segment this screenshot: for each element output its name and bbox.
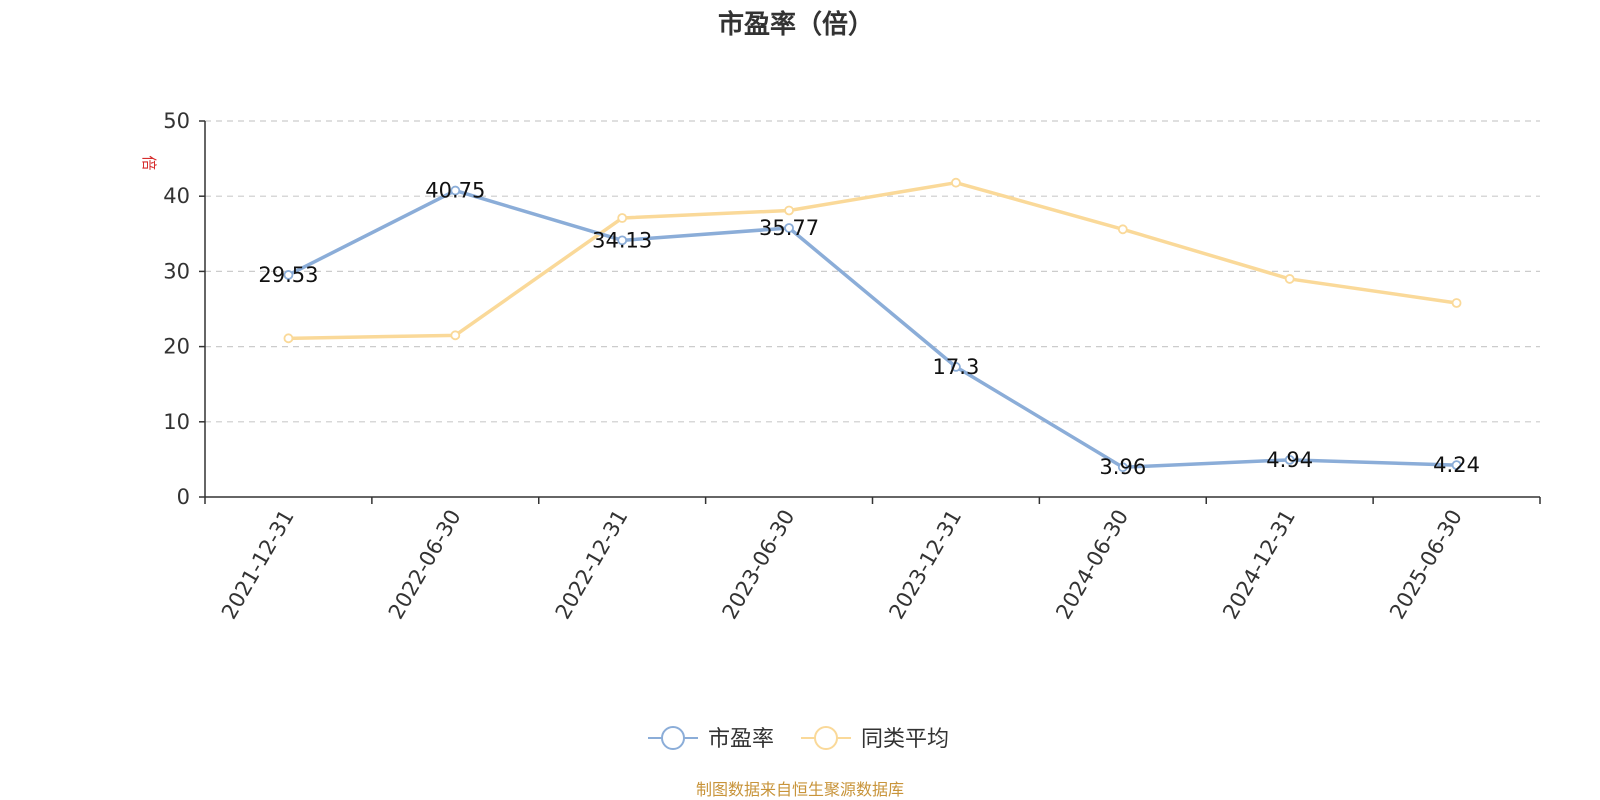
data-label-0: 29.53 — [258, 263, 318, 287]
y-tick-label-20: 20 — [163, 335, 190, 359]
legend-item-1[interactable]: 市盈率 — [648, 726, 774, 752]
legend-swatch-marker-2 — [814, 726, 838, 750]
legend-item-2[interactable]: 同类平均 — [801, 726, 949, 752]
series-2-point-0 — [283, 333, 294, 344]
series-line-1 — [286, 188, 1459, 469]
y-tick-label-10: 10 — [163, 410, 190, 434]
series-2-point-2 — [617, 213, 628, 223]
data-label-3: 35.77 — [759, 216, 819, 240]
axes — [204, 121, 1540, 498]
legend[interactable]: 市盈率 同类平均 — [648, 726, 949, 752]
data-label-4: 17.3 — [933, 355, 980, 379]
series-2-point-3 — [784, 205, 794, 216]
series-1-point-5 — [1117, 462, 1128, 473]
x-tick-label-2021-12-31: 2021-12-31 — [217, 506, 299, 624]
y-axis-label: 倍 — [140, 155, 158, 170]
legend-label-2: 同类平均 — [861, 727, 949, 752]
x-tick-label-2023-12-31: 2023-12-31 — [884, 506, 966, 624]
grid-lines — [205, 120, 1540, 423]
x-tick-label-2024-06-30: 2024-06-30 — [1051, 506, 1133, 624]
data-label-1: 40.75 — [425, 179, 485, 203]
series-1-point-7 — [1451, 460, 1462, 471]
data-label-7: 4.24 — [1433, 453, 1480, 477]
chart-title: 市盈率（倍） — [718, 9, 874, 40]
y-tick-label-40: 40 — [163, 184, 190, 208]
series-1-point-3 — [784, 223, 794, 233]
x-tick-label-2024-12-31: 2024-12-31 — [1218, 506, 1300, 624]
series-2-point-6 — [1284, 274, 1295, 284]
data-label-6: 4.94 — [1266, 448, 1313, 472]
series-1-point-4 — [951, 362, 961, 372]
x-axis-ticks: 2021-12-31 2022-06-30 2022-12-31 2023-06-30… — [204, 497, 1541, 624]
series-1-point-2 — [617, 235, 628, 246]
y-axis-ticks: 0 10 20 30 40 50 — [163, 109, 205, 509]
series-2-point-7 — [1451, 298, 1462, 308]
series-2-point-4 — [951, 177, 961, 188]
y-tick-label-0: 0 — [177, 485, 190, 509]
series-2-point-1 — [450, 330, 461, 341]
y-tick-label-30: 30 — [163, 259, 190, 283]
series-1-point-0 — [283, 270, 294, 280]
x-tick-label-2025-06-30: 2025-06-30 — [1385, 506, 1467, 624]
source-note: 制图数据来自恒生聚源数据库 — [696, 780, 904, 799]
series-2-point-5 — [1117, 224, 1128, 235]
series-1-point-1 — [450, 185, 461, 196]
series-1-point-6 — [1284, 454, 1295, 465]
legend-label-1: 市盈率 — [708, 727, 774, 752]
y-tick-label-50: 50 — [163, 109, 190, 133]
data-label-2: 34.13 — [592, 228, 652, 252]
x-tick-label-2022-12-31: 2022-12-31 — [551, 506, 633, 624]
series-group — [283, 177, 1462, 473]
data-label-5: 3.96 — [1099, 455, 1146, 479]
x-tick-label-2022-06-30: 2022-06-30 — [384, 506, 466, 624]
x-tick-label-2023-06-30: 2023-06-30 — [718, 506, 800, 624]
data-labels: 29.53 40.75 34.13 35.77 17.3 3.96 4.94 4.24 — [258, 179, 1480, 480]
series-line-2 — [286, 180, 1459, 341]
legend-swatch-marker-1 — [661, 726, 685, 750]
